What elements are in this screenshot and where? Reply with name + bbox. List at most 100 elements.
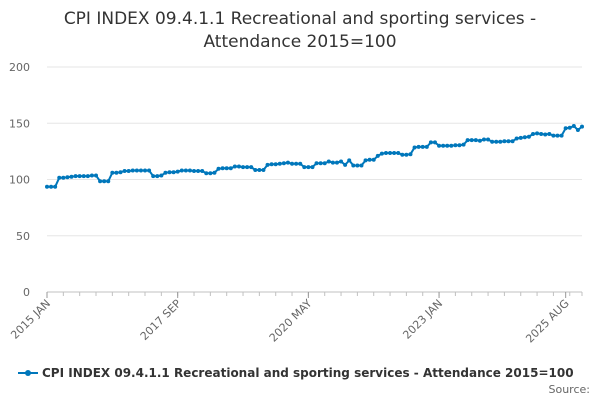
data-point — [367, 157, 372, 162]
data-point — [269, 162, 274, 167]
data-point — [138, 168, 143, 173]
data-point — [57, 175, 62, 180]
data-point — [294, 161, 299, 166]
data-point — [322, 161, 327, 166]
data-point — [371, 157, 376, 162]
data-point — [481, 137, 486, 142]
data-point — [441, 143, 446, 148]
data-point — [530, 131, 535, 136]
data-point — [396, 151, 401, 156]
data-point — [518, 135, 523, 140]
data-point — [453, 143, 458, 148]
data-point — [130, 168, 135, 173]
data-point — [208, 171, 213, 176]
data-point — [285, 160, 290, 165]
chart-title: CPI INDEX 09.4.1.1 Recreational and spor… — [0, 8, 600, 54]
y-tick-label: 100 — [9, 174, 30, 187]
series-group — [45, 124, 584, 189]
x-axis: 2015 JAN 2017 SEP 2020 MAY 2023 JAN 2025 AUG — [8, 292, 583, 345]
data-point — [298, 161, 303, 166]
data-point — [89, 173, 94, 178]
data-point — [134, 168, 139, 173]
data-point — [408, 152, 413, 157]
data-point — [539, 131, 544, 136]
data-point — [122, 169, 127, 174]
data-point — [290, 161, 295, 166]
data-point — [302, 165, 307, 170]
data-point — [383, 151, 388, 156]
data-point — [510, 139, 515, 144]
data-point — [490, 139, 495, 144]
data-point — [486, 137, 491, 142]
legend-label: CPI INDEX 09.4.1.1 Recreational and spor… — [42, 366, 574, 380]
data-point — [437, 143, 442, 148]
x-tick-label: 2017 SEP — [138, 297, 184, 343]
data-point — [506, 139, 511, 144]
data-point — [559, 133, 564, 138]
data-point — [220, 166, 225, 171]
data-point — [461, 142, 466, 147]
data-point — [212, 170, 217, 175]
data-point — [53, 184, 58, 189]
data-point — [61, 175, 66, 180]
x-tick-label: 2020 MAY — [267, 297, 315, 345]
data-point — [241, 165, 246, 170]
data-point — [457, 143, 462, 148]
y-tick-label: 50 — [16, 230, 30, 243]
data-point — [45, 184, 49, 189]
data-point — [416, 144, 421, 149]
data-point — [571, 124, 576, 129]
data-point — [163, 170, 168, 175]
data-point — [94, 173, 99, 178]
data-point — [69, 174, 74, 179]
legend[interactable]: CPI INDEX 09.4.1.1 Recreational and spor… — [18, 366, 574, 380]
data-point — [232, 164, 237, 169]
data-point — [155, 174, 160, 179]
data-point — [179, 168, 184, 173]
data-point — [81, 174, 86, 179]
data-point — [306, 165, 311, 170]
grid-lines — [47, 66, 582, 293]
data-point — [277, 161, 282, 166]
data-point — [224, 166, 229, 171]
data-point — [420, 144, 425, 149]
data-point — [555, 133, 560, 138]
data-point — [257, 167, 262, 172]
data-point — [326, 159, 331, 164]
data-point — [514, 136, 519, 141]
data-point — [388, 151, 393, 156]
data-point — [522, 135, 527, 140]
data-point — [351, 163, 356, 168]
data-point — [543, 132, 548, 137]
data-point — [65, 175, 70, 180]
data-point — [400, 152, 405, 157]
source-label: Source: — [548, 383, 591, 396]
data-point — [73, 174, 78, 179]
data-point — [375, 153, 380, 158]
data-point — [318, 161, 323, 166]
data-point — [404, 152, 409, 157]
data-point — [379, 151, 384, 156]
data-point — [355, 163, 360, 168]
data-point — [334, 160, 339, 165]
y-tick-label: 150 — [9, 117, 30, 130]
data-point — [77, 174, 82, 179]
y-axis: 0 50 100 150 200 — [9, 61, 30, 299]
data-point — [547, 131, 552, 136]
x-tick-label: 2015 JAN — [8, 297, 53, 342]
data-point — [494, 139, 499, 144]
data-point — [187, 168, 192, 173]
data-point — [216, 166, 221, 171]
data-point — [343, 162, 348, 167]
data-point — [359, 163, 364, 168]
data-point — [477, 138, 482, 143]
data-point — [563, 126, 568, 131]
data-point — [347, 158, 352, 163]
data-point — [249, 165, 254, 170]
data-point — [171, 170, 176, 175]
data-point — [498, 139, 503, 144]
data-point — [151, 174, 156, 179]
data-point — [143, 168, 148, 173]
data-point — [502, 139, 507, 144]
